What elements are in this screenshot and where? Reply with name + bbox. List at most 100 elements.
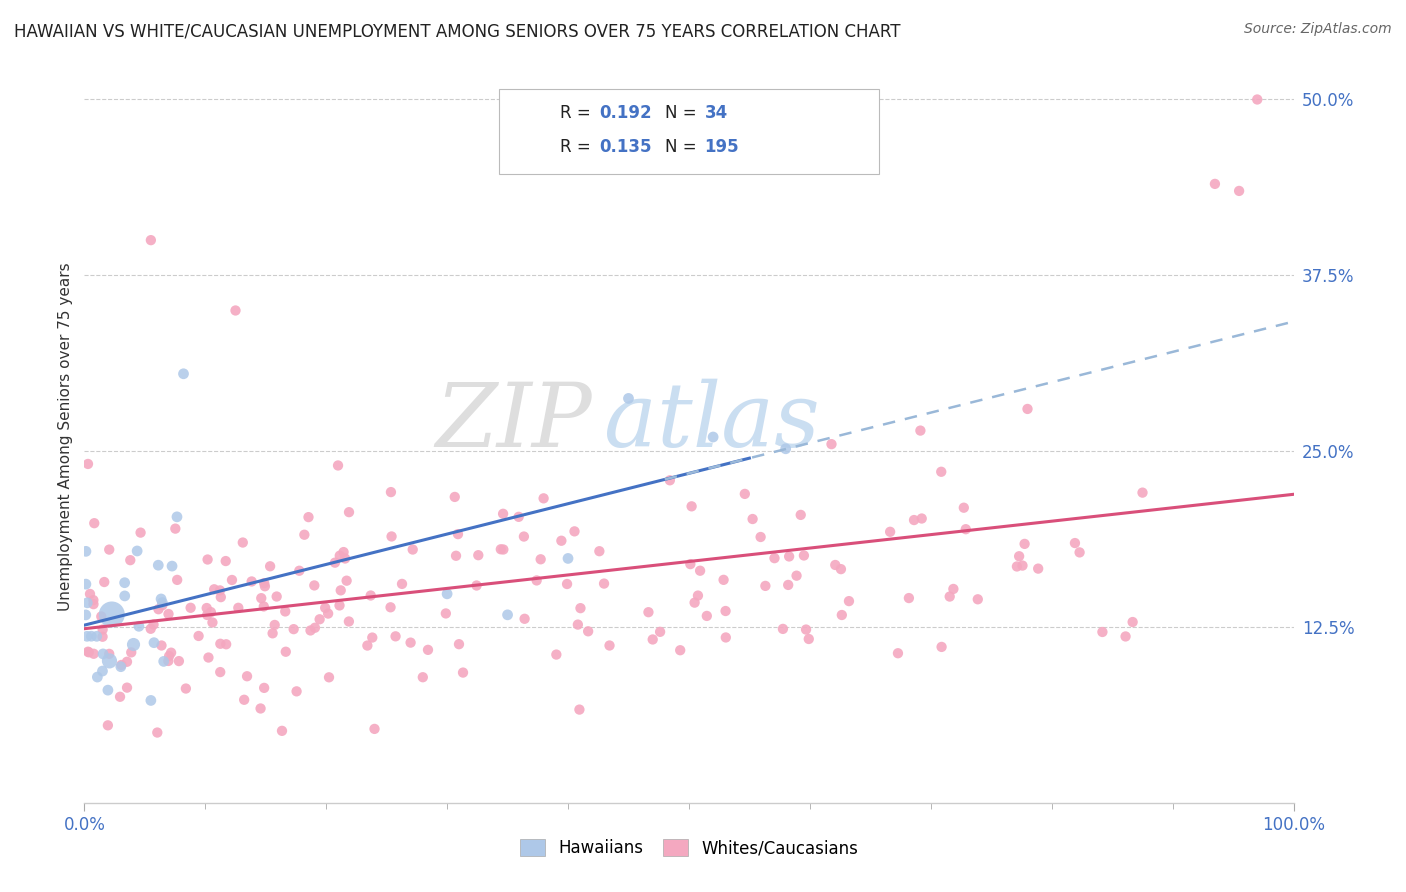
Point <box>108 690 131 704</box>
Point <box>637 605 659 619</box>
Point <box>1005 559 1028 574</box>
Point <box>166 573 188 587</box>
Point <box>546 648 568 662</box>
Point <box>195 607 218 622</box>
Point <box>669 643 692 657</box>
Point <box>274 645 297 659</box>
Point <box>114 575 136 590</box>
Point <box>259 559 281 574</box>
Point <box>91 623 114 637</box>
Point <box>447 527 470 541</box>
Text: atlas: atlas <box>605 379 820 466</box>
Point <box>714 631 737 645</box>
Point <box>150 591 173 606</box>
Point <box>879 524 901 539</box>
Point <box>436 587 458 601</box>
Point <box>232 535 254 549</box>
Point <box>139 693 162 707</box>
Point <box>86 629 108 643</box>
Point <box>831 607 853 622</box>
Point <box>1014 537 1036 551</box>
Point <box>1017 401 1039 416</box>
Point <box>492 507 515 521</box>
Point <box>530 552 553 566</box>
Point <box>593 576 616 591</box>
Point <box>380 485 402 500</box>
Point <box>75 544 97 558</box>
Point <box>318 670 340 684</box>
Text: R =: R = <box>560 104 596 122</box>
Point <box>1069 545 1091 559</box>
Point <box>97 718 120 732</box>
Point <box>897 591 920 605</box>
Point <box>292 527 315 541</box>
Point <box>98 542 121 557</box>
Point <box>101 607 124 622</box>
Point <box>285 684 308 698</box>
Point <box>91 630 114 644</box>
Point <box>323 556 346 570</box>
Point <box>86 670 108 684</box>
Point <box>696 608 718 623</box>
Text: HAWAIIAN VS WHITE/CAUCASIAN UNEMPLOYMENT AMONG SENIORS OVER 75 YEARS CORRELATION: HAWAIIAN VS WHITE/CAUCASIAN UNEMPLOYMENT… <box>14 22 901 40</box>
Point <box>304 621 326 635</box>
Legend: Hawaiians, Whites/Caucasians: Hawaiians, Whites/Caucasians <box>513 832 865 864</box>
Point <box>148 558 170 573</box>
Point <box>326 458 349 473</box>
Y-axis label: Unemployment Among Seniors over 75 years: Unemployment Among Seniors over 75 years <box>58 263 73 611</box>
Point <box>793 549 815 563</box>
Point <box>197 552 219 566</box>
Point <box>658 473 681 487</box>
Point <box>1204 177 1226 191</box>
Point <box>564 524 586 539</box>
Point <box>648 624 671 639</box>
Point <box>90 609 112 624</box>
Point <box>197 650 219 665</box>
Point <box>76 629 98 643</box>
Point <box>966 592 988 607</box>
Point <box>557 551 579 566</box>
Point <box>174 681 197 696</box>
Text: ZIP: ZIP <box>436 379 592 466</box>
Point <box>157 654 180 668</box>
Point <box>569 601 592 615</box>
Point <box>157 607 180 621</box>
Point <box>110 657 132 672</box>
Point <box>249 701 271 715</box>
Point <box>202 582 225 597</box>
Point <box>820 437 842 451</box>
Point <box>165 522 187 536</box>
Point <box>679 557 702 571</box>
Point <box>749 530 772 544</box>
Text: R =: R = <box>560 138 596 156</box>
Point <box>1011 558 1033 573</box>
Point <box>120 645 142 659</box>
Point <box>508 509 530 524</box>
Point <box>329 549 352 563</box>
Point <box>77 645 100 659</box>
Point <box>356 639 378 653</box>
Point <box>910 424 932 438</box>
Point <box>337 615 360 629</box>
Point <box>931 640 953 654</box>
Point <box>299 624 322 638</box>
Point <box>120 553 142 567</box>
Point <box>115 681 138 695</box>
Point <box>253 599 276 614</box>
Point <box>555 577 578 591</box>
Point <box>83 647 105 661</box>
Point <box>714 604 737 618</box>
Point <box>263 618 285 632</box>
Point <box>167 654 190 668</box>
Point <box>166 509 188 524</box>
Point <box>328 599 350 613</box>
Point <box>775 442 797 456</box>
Point <box>221 573 243 587</box>
Point <box>160 559 183 574</box>
Point <box>253 681 276 695</box>
Point <box>465 578 488 592</box>
Point <box>250 591 273 606</box>
Point <box>447 637 470 651</box>
Point <box>93 574 115 589</box>
Point <box>513 612 536 626</box>
